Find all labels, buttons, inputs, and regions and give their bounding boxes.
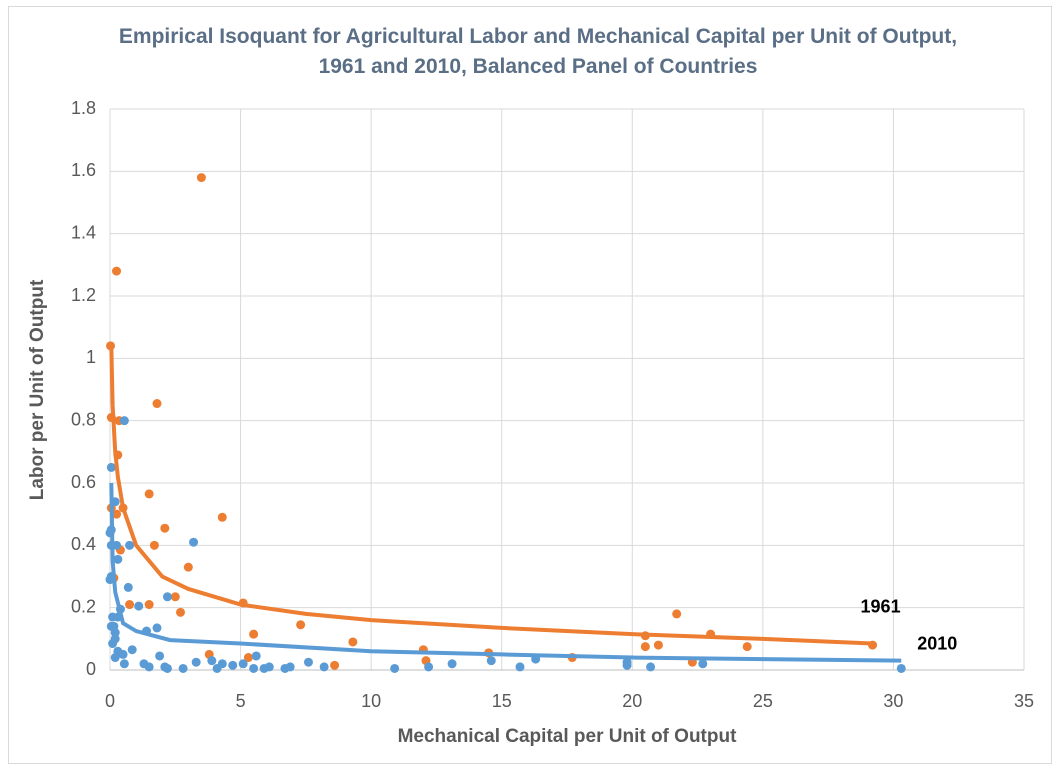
data-point <box>896 663 906 673</box>
data-point <box>127 645 137 655</box>
x-tick-label: 25 <box>753 691 773 711</box>
data-point <box>646 662 656 672</box>
data-point <box>108 639 118 649</box>
data-point <box>424 662 434 672</box>
data-point <box>106 462 116 472</box>
y-tick-label: 1 <box>86 347 96 367</box>
trend-line <box>109 482 902 663</box>
x-tick-label: 20 <box>622 691 642 711</box>
data-point <box>155 651 165 661</box>
series-label: 2010 <box>917 633 957 653</box>
data-point <box>189 537 199 547</box>
data-point <box>515 662 525 672</box>
data-point <box>622 660 632 670</box>
data-point <box>217 659 227 669</box>
data-point <box>285 662 295 672</box>
data-point <box>653 640 663 650</box>
data-point <box>110 653 120 663</box>
x-tick-label: 10 <box>361 691 381 711</box>
data-point <box>183 562 193 572</box>
y-tick-label: 0.4 <box>71 534 96 554</box>
y-axis-title: Labor per Unit of Output <box>27 279 48 500</box>
data-point <box>118 649 128 659</box>
data-point <box>698 659 708 669</box>
data-point <box>296 620 306 630</box>
data-point <box>319 662 329 672</box>
data-point <box>390 663 400 673</box>
data-point <box>125 540 135 550</box>
data-point <box>112 509 122 519</box>
series-label: 1961 <box>861 596 901 616</box>
data-point <box>144 662 154 672</box>
data-point <box>110 628 120 638</box>
x-tick-label: 5 <box>236 691 246 711</box>
data-point <box>217 512 227 522</box>
data-point <box>228 660 238 670</box>
x-tick-label: 30 <box>883 691 903 711</box>
data-point <box>160 523 170 533</box>
data-point <box>486 656 496 666</box>
data-point <box>330 660 340 670</box>
data-point <box>303 657 313 667</box>
data-point <box>207 656 217 666</box>
data-point <box>264 662 274 672</box>
data-point <box>191 657 201 667</box>
data-point <box>243 653 253 663</box>
data-point <box>742 642 752 652</box>
data-point <box>238 659 248 669</box>
y-tick-label: 1.4 <box>71 222 96 242</box>
data-point <box>249 629 259 639</box>
data-point <box>149 540 159 550</box>
data-point <box>176 607 186 617</box>
chart-title: Empirical Isoquant for Agricultural Labo… <box>118 25 958 78</box>
data-point <box>162 592 172 602</box>
data-point <box>152 399 162 409</box>
y-tick-label: 1.2 <box>71 285 96 305</box>
y-tick-label: 0.6 <box>71 472 96 492</box>
data-point <box>119 659 129 669</box>
y-tick-label: 1.8 <box>71 98 96 118</box>
trend-line <box>109 345 873 646</box>
y-tick-label: 0.2 <box>71 596 96 616</box>
data-point <box>251 651 261 661</box>
data-point <box>170 592 180 602</box>
data-point <box>348 637 358 647</box>
data-point <box>196 173 206 183</box>
x-tick-label: 0 <box>105 691 115 711</box>
data-point <box>144 489 154 499</box>
y-tick-label: 1.6 <box>71 160 96 180</box>
data-point <box>162 663 172 673</box>
data-point <box>125 600 135 610</box>
data-point <box>152 623 162 633</box>
x-tick-label: 15 <box>492 691 512 711</box>
data-point <box>113 554 123 564</box>
data-point <box>119 416 129 426</box>
data-point <box>112 266 122 276</box>
data-point <box>447 659 457 669</box>
y-tick-label: 0.8 <box>71 409 96 429</box>
data-point <box>672 609 682 619</box>
data-point <box>640 642 650 652</box>
x-tick-label: 35 <box>1014 691 1034 711</box>
data-point <box>123 582 133 592</box>
y-tick-label: 0 <box>86 659 96 679</box>
data-point <box>134 601 144 611</box>
data-point <box>144 600 154 610</box>
data-point <box>249 663 259 673</box>
chart-border <box>8 6 1052 764</box>
x-axis-title: Mechanical Capital per Unit of Output <box>398 726 738 747</box>
data-point <box>178 663 188 673</box>
